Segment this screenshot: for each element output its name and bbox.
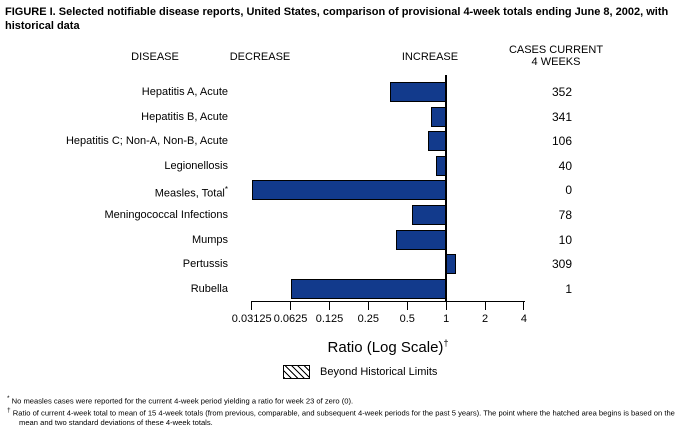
- cases-value: 341: [551, 109, 572, 124]
- x-axis-tick: [445, 302, 447, 310]
- ratio-bar: [290, 278, 447, 299]
- ratio-bar: [428, 131, 447, 152]
- x-axis-tick: [406, 302, 408, 310]
- x-axis-title: Ratio (Log Scale)†: [252, 338, 524, 356]
- disease-label: Rubella: [190, 282, 228, 295]
- cases-value: 106: [551, 134, 572, 149]
- x-axis-tick-label: 0.5: [399, 313, 415, 325]
- x-axis-tick: [367, 302, 369, 310]
- dagger-superscript: †: [443, 338, 449, 348]
- ratio-bar: [396, 229, 447, 250]
- legend: Beyond Historical Limits: [283, 363, 438, 379]
- disease-label: Hepatitis C; Non-A, Non-B, Acute: [65, 135, 228, 148]
- disease-label: Hepatitis A, Acute: [141, 86, 228, 98]
- x-axis-tick-label: 1: [443, 313, 450, 325]
- hatched-swatch-icon: [283, 364, 310, 379]
- column-header-increase: INCREASE: [401, 51, 459, 63]
- x-axis-title-text: Ratio (Log Scale): [327, 339, 444, 356]
- x-axis-tick: [290, 302, 292, 310]
- x-axis-tick-label: 0.25: [357, 313, 380, 325]
- disease-label: Measles, Total*: [154, 185, 228, 201]
- ratio-bar: [431, 106, 447, 127]
- footnote-marker: *: [7, 395, 10, 402]
- disease-label: Legionellosis: [164, 159, 228, 172]
- cases-value: 10: [558, 232, 572, 247]
- cases-value: 309: [551, 257, 572, 272]
- x-axis-tick-label: 0.125: [315, 313, 344, 325]
- cases-value: 352: [551, 85, 572, 99]
- cases-value: 0: [565, 183, 572, 198]
- footnote-marker: †: [7, 406, 11, 414]
- cases-value: 40: [558, 158, 572, 173]
- x-axis-tick: [484, 302, 486, 310]
- column-header-cases-line2: 4 WEEKS: [531, 56, 581, 68]
- disease-label: Pertussis: [182, 258, 228, 271]
- disease-label: Hepatitis B, Acute: [141, 110, 228, 123]
- ratio-bar: [390, 82, 447, 102]
- x-axis-tick: [523, 302, 525, 310]
- asterisk-superscript: *: [224, 185, 228, 195]
- footnote-asterisk: * No measles cases were reported for the…: [7, 394, 691, 406]
- ratio-1-reference-line: [445, 75, 448, 301]
- figure-title: FIGURE I. Selected notifiable disease re…: [5, 6, 669, 32]
- cases-value: 1: [565, 281, 572, 296]
- disease-label: Mumps: [191, 233, 228, 246]
- x-axis-tick: [251, 302, 253, 310]
- ratio-bar: [446, 254, 456, 275]
- x-axis-tick: [328, 302, 330, 310]
- cases-value: 78: [558, 208, 572, 222]
- footnotes: * No measles cases were reported for the…: [7, 394, 691, 427]
- column-header-cases-line1: CASES CURRENT: [508, 44, 604, 56]
- footnote-dagger: † Ratio of current 4-week total to mean …: [7, 406, 691, 427]
- footnote-text: Ratio of current 4-week total to mean of…: [12, 408, 675, 427]
- legend-label: Beyond Historical Limits: [320, 365, 438, 378]
- x-axis-tick-label: 0.0625: [273, 313, 308, 325]
- x-axis-tick-label: 2: [481, 313, 489, 325]
- ratio-bar: [411, 205, 447, 225]
- disease-label: Meningococcal Infections: [104, 209, 228, 221]
- column-header-decrease: DECREASE: [229, 51, 291, 63]
- x-axis-line: [250, 301, 525, 302]
- x-axis-tick-label: 0.03125: [231, 313, 272, 325]
- ratio-bar: [251, 180, 447, 201]
- x-axis-tick-label: 4: [520, 313, 527, 325]
- column-header-cases: CASES CURRENT 4 WEEKS: [496, 44, 616, 68]
- column-header-disease: DISEASE: [131, 51, 179, 63]
- footnote-text: No measles cases were reported for the c…: [11, 396, 354, 406]
